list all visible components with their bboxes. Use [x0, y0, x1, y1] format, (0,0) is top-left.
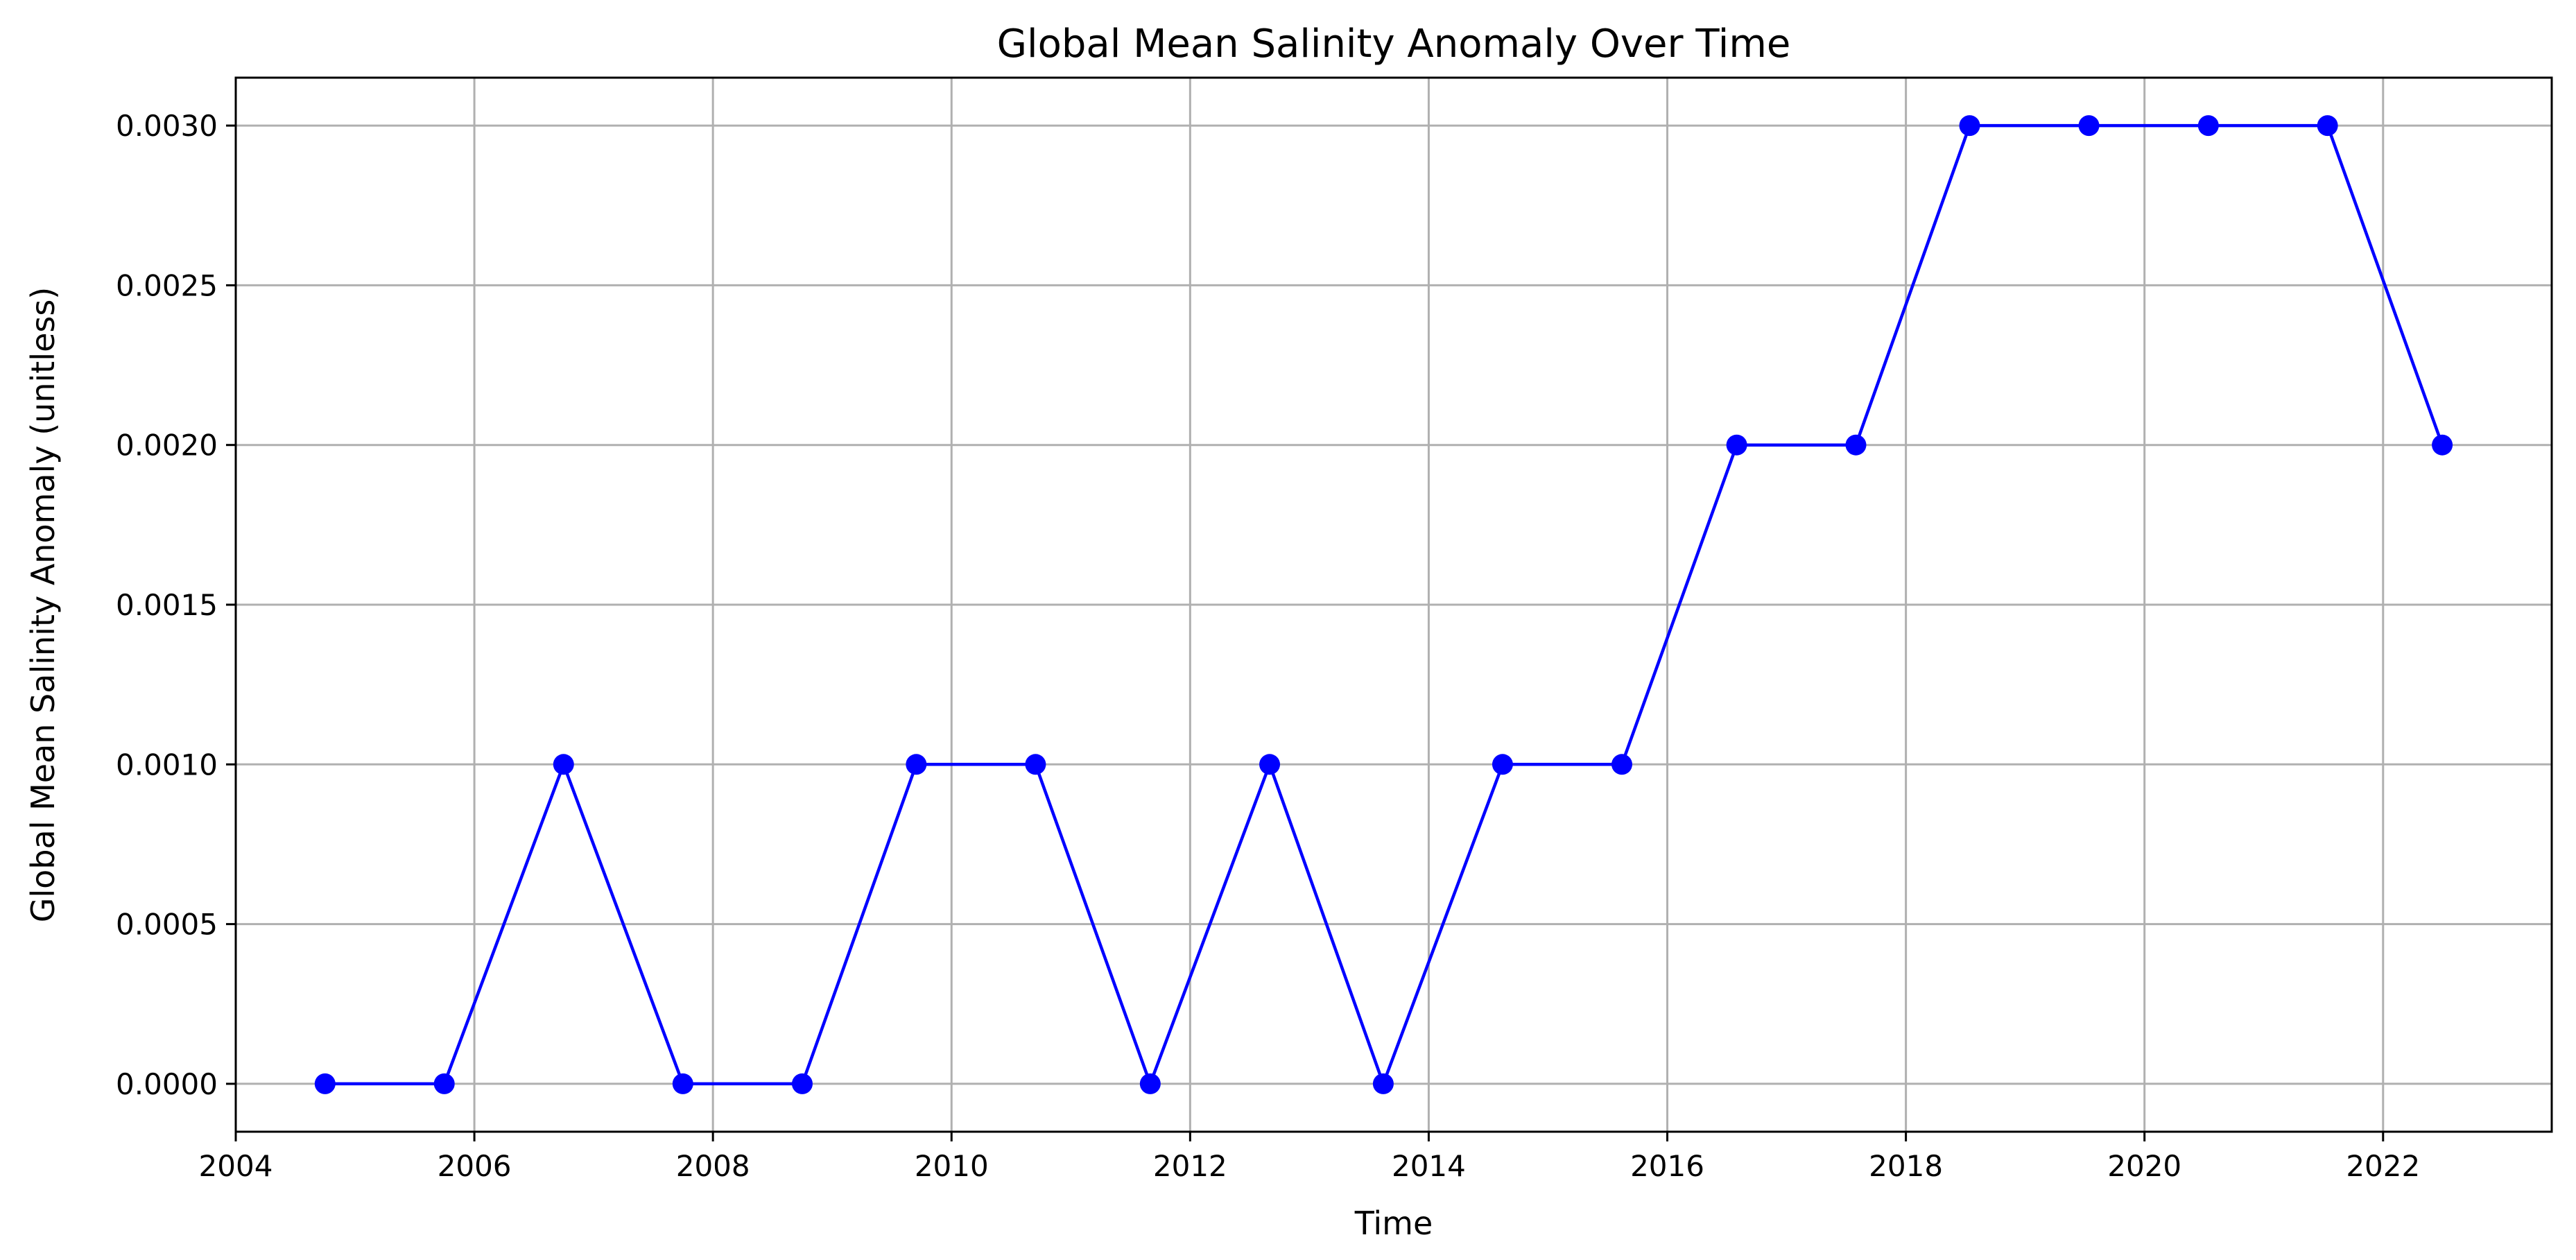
ticks: 2004 2006 2008 2010 2012 2014 2016 2018 2020 2022… — [116, 109, 2420, 1183]
y-tick-label: 0.0025 — [116, 268, 218, 302]
x-tick-label: 2020 — [2107, 1149, 2181, 1183]
data-point — [1025, 754, 1046, 775]
y-tick-label: 0.0010 — [116, 748, 218, 782]
x-tick-label: 2012 — [1153, 1149, 1227, 1183]
data-point — [1372, 1073, 1394, 1094]
data-point — [1139, 1073, 1161, 1094]
data-point — [433, 1073, 455, 1094]
y-tick-label: 0.0000 — [116, 1067, 218, 1101]
y-tick-label: 0.0015 — [116, 588, 218, 622]
y-axis-label: Global Mean Salinity Anomaly (unitless) — [24, 287, 62, 923]
data-point — [2317, 115, 2338, 137]
x-tick-label: 2008 — [676, 1149, 750, 1183]
x-tick-label: 2022 — [2346, 1149, 2420, 1183]
x-tick-label: 2004 — [199, 1149, 273, 1183]
data-point — [1492, 754, 1513, 775]
y-tick-label: 0.0005 — [116, 908, 218, 942]
data-point — [672, 1073, 693, 1094]
series — [314, 115, 2453, 1094]
x-tick-label: 2016 — [1630, 1149, 1704, 1183]
data-point — [1845, 434, 1867, 456]
data-point — [906, 754, 927, 775]
data-point — [1259, 754, 1281, 775]
y-tick-label: 0.0020 — [116, 429, 218, 463]
data-point — [1611, 754, 1633, 775]
data-point — [791, 1073, 813, 1094]
x-axis-label: Time — [1354, 1205, 1433, 1242]
x-tick-label: 2006 — [438, 1149, 512, 1183]
data-point — [1726, 434, 1747, 456]
data-point — [2078, 115, 2100, 137]
y-tick-label: 0.0030 — [116, 109, 218, 143]
chart-title: Global Mean Salinity Anomaly Over Time — [997, 21, 1791, 67]
x-tick-label: 2010 — [915, 1149, 989, 1183]
x-tick-label: 2014 — [1392, 1149, 1466, 1183]
data-point — [553, 754, 574, 775]
data-point — [2432, 434, 2453, 456]
data-point — [1959, 115, 1980, 137]
x-tick-label: 2018 — [1869, 1149, 1943, 1183]
data-point — [314, 1073, 336, 1094]
data-point — [2197, 115, 2219, 137]
